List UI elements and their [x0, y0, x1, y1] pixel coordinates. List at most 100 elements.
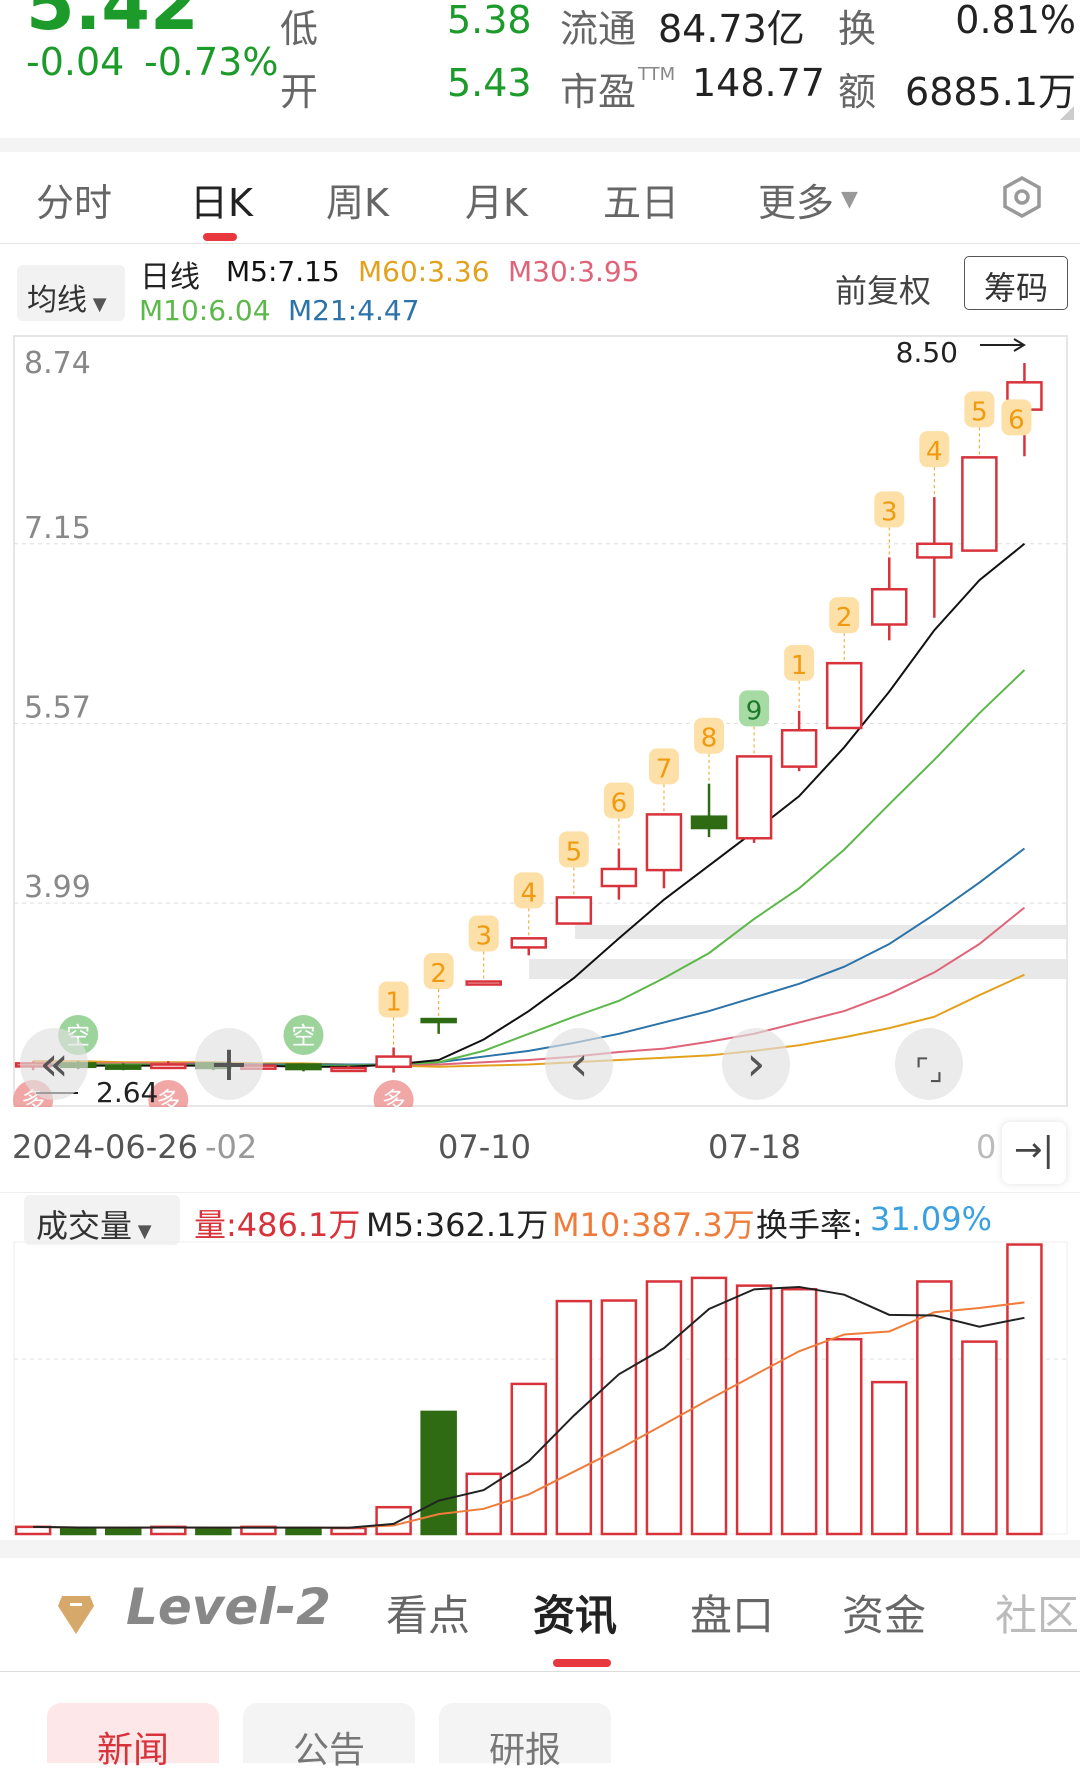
candle [690, 783, 728, 838]
ma-selector[interactable]: 均线 ▼ [17, 265, 125, 321]
candle [150, 1061, 187, 1070]
tab-monthly-k[interactable]: 月K [465, 181, 528, 225]
candle [645, 813, 683, 889]
turnover-rate-label: 换手率: [756, 1206, 863, 1244]
signal-badge-label: 3 [475, 922, 492, 952]
date-label: 07-18 [708, 1128, 801, 1166]
amount-label: 额 [838, 70, 877, 114]
tab-capital-flow[interactable]: 资金 [842, 1591, 927, 1640]
candle-body [690, 815, 728, 830]
long-signal-badge: 多 [148, 1080, 189, 1107]
tab-weekly-k[interactable]: 周K [326, 181, 389, 225]
fullscreen-button[interactable]: ⌜⌟ [895, 1028, 963, 1100]
candle-body [330, 1066, 367, 1073]
ma-line-m10 [33, 669, 1026, 1067]
candle [510, 937, 548, 956]
date-label: -02 [205, 1128, 258, 1166]
candlestick-chart[interactable]: 8.747.155.573.9912345678912345 6空 空多多多8.50… [0, 335, 1080, 1107]
candle [375, 1047, 412, 1073]
signal-badge-label: 4 [926, 437, 943, 467]
signal-badge-bg [648, 748, 679, 785]
tab-community[interactable]: 社区 [995, 1591, 1080, 1640]
y-tick-label: 8.74 [24, 346, 91, 381]
signal-badge: 7 [648, 748, 679, 785]
signal-badge-label: 2 [836, 603, 853, 633]
last-price: 5.42 [26, 0, 199, 46]
ma5-value: M5:7.15 [226, 255, 340, 288]
low-price-marker: 2.64 [96, 1076, 158, 1107]
chevron-down-icon: ▼ [834, 187, 858, 212]
tab-order-book[interactable]: 盘口 [690, 1591, 775, 1640]
signal-badge: 1 [378, 981, 409, 1018]
low-value: 5.38 [447, 0, 532, 42]
tab-intraday[interactable]: 分时 [36, 181, 113, 225]
fullscreen-icon: ⌜⌟ [915, 1053, 943, 1088]
expand-corner-icon[interactable] [1060, 106, 1074, 120]
pe-label: 市盈 [560, 70, 637, 114]
overlay-button-bg [545, 1028, 613, 1100]
arrow-right-bar-icon: →| [1014, 1130, 1054, 1170]
signal-badge: 5 [558, 831, 589, 868]
volume-m5: M5:362.1万 [366, 1206, 549, 1244]
ma60-value: M60:3.36 [358, 255, 490, 288]
chevron-down-icon: ▼ [87, 294, 107, 315]
ma-line-m60 [33, 973, 1025, 1068]
chevron-right-button[interactable]: › [722, 1028, 790, 1100]
divider [0, 138, 1080, 152]
volume-bar [780, 1287, 818, 1536]
support-band [529, 959, 1067, 979]
subtab-announcements[interactable]: 公告 [243, 1703, 415, 1771]
tab-more[interactable]: 更多 ▼ [758, 172, 858, 227]
signal-badge-bg [874, 491, 905, 528]
overlay-button-bg [195, 1028, 263, 1100]
volume-chart[interactable] [0, 1241, 1080, 1537]
volume-m10: M10:387.3万 [552, 1206, 755, 1244]
pe-value: 148.77 [692, 61, 825, 105]
tab-highlights[interactable]: 看点 [386, 1591, 471, 1640]
signal-badge-label: 5 [971, 397, 988, 427]
signal-badge-label: 1 [385, 987, 402, 1017]
zoom-in-button[interactable]: + [195, 1028, 263, 1100]
candle-body [645, 813, 683, 872]
support-band [575, 925, 1067, 939]
level2-brand[interactable]: Level-2 [126, 1578, 331, 1636]
amount-value: 6885.1万 [905, 70, 1076, 114]
tab-daily-k[interactable]: 日K [190, 181, 253, 225]
signal-badge-bg [513, 872, 544, 909]
tab-news-info[interactable]: 资讯 [533, 1591, 618, 1640]
candle [600, 848, 638, 900]
subtab-research[interactable]: 研报 [439, 1703, 611, 1771]
double-chevron-left-icon: « [39, 1036, 68, 1092]
signal-badge-label: 7 [656, 754, 673, 784]
high-price-marker: 8.50 [896, 336, 958, 369]
chevron-left-button[interactable]: ‹ [545, 1028, 613, 1100]
active-tab-indicator [203, 233, 237, 241]
subtab-news[interactable]: 新闻 [47, 1703, 219, 1771]
jump-to-latest-button[interactable]: →| [1002, 1122, 1066, 1184]
chips-button[interactable]: 筹码 [964, 256, 1068, 310]
signal-badge: 6 [603, 782, 634, 819]
double-chevron-left-button[interactable]: « [20, 1028, 88, 1100]
candle-body [465, 980, 502, 986]
volume-bar [645, 1280, 683, 1536]
short-signal-badge: 空 [283, 1015, 324, 1055]
volume-selector[interactable]: 成交量 ▼ [24, 1195, 180, 1245]
tab-five-day[interactable]: 五日 [603, 181, 680, 225]
candle-body [871, 588, 908, 626]
signal-badge-label: 6 [611, 788, 628, 818]
candle-body [104, 1064, 142, 1070]
volume-bar [961, 1340, 998, 1536]
float-cap-value: 84.73亿 [658, 7, 805, 51]
candle-body [285, 1063, 322, 1071]
open-label: 开 [280, 70, 319, 114]
divider [0, 1192, 1080, 1193]
adjust-mode-button[interactable]: 前复权 [835, 272, 932, 310]
candle [330, 1065, 367, 1073]
candle [871, 557, 908, 641]
signal-bubble-label: 空 [291, 1022, 315, 1050]
settings-icon[interactable] [1000, 175, 1044, 219]
signal-badge: 2 [423, 953, 454, 990]
signal-badge: 4 [919, 431, 950, 468]
chevron-down-icon: ▼ [132, 1221, 152, 1242]
candle [465, 980, 502, 986]
